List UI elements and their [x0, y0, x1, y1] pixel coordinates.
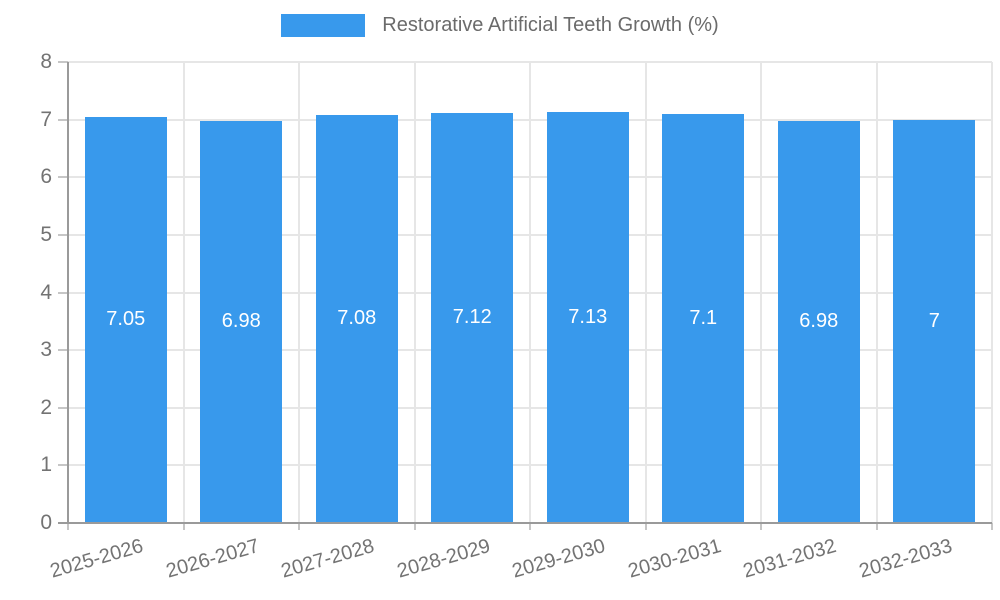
v-gridline: [182, 62, 185, 523]
y-tick-label: 1: [40, 453, 52, 477]
x-tick-mark: [529, 523, 531, 530]
h-gridline: [68, 61, 992, 63]
y-tick-label: 4: [40, 280, 52, 304]
x-tick-label: 2031-2032: [740, 535, 839, 583]
x-tick-mark: [644, 523, 647, 530]
v-gridline: [875, 62, 878, 523]
bar-value-label: 7: [928, 309, 940, 332]
x-tick-label: 2028-2029: [394, 535, 493, 583]
bar-value-label: 6.98: [221, 310, 261, 333]
y-tick-label: 3: [40, 338, 52, 362]
y-tick-mark: [58, 61, 68, 63]
x-tick-mark: [413, 523, 416, 530]
y-tick-label: 6: [40, 165, 52, 189]
x-tick-mark: [875, 523, 878, 530]
x-tick-label: 2032-2033: [856, 535, 955, 583]
bar[interactable]: 7.12: [431, 112, 514, 523]
y-tick-mark: [58, 349, 68, 352]
bar-value-label: 7.13: [568, 306, 608, 329]
y-tick-mark: [58, 406, 68, 409]
x-tick-mark: [298, 523, 300, 530]
y-tick-label: 2: [40, 395, 52, 419]
x-tick-label: 2029-2030: [509, 535, 608, 583]
y-tick-label: 0: [40, 511, 52, 534]
x-tick-mark: [182, 523, 185, 530]
bar-value-label: 7.1: [689, 306, 718, 329]
y-tick-label: 5: [40, 222, 52, 246]
bar[interactable]: 6.98: [777, 120, 860, 523]
legend-swatch: [281, 13, 366, 37]
y-axis-line: [67, 62, 69, 524]
x-tick-label: 2027-2028: [278, 535, 377, 583]
legend[interactable]: Restorative Artificial Teeth Growth (%): [0, 0, 1000, 50]
v-gridline: [991, 62, 993, 523]
v-gridline: [529, 62, 531, 523]
v-gridline: [67, 62, 69, 523]
bar-value-label: 7.08: [337, 307, 377, 330]
bar[interactable]: 7.13: [546, 112, 629, 523]
bar[interactable]: 7.08: [315, 115, 398, 523]
x-tick-label: 2030-2031: [625, 535, 724, 583]
v-gridline: [644, 62, 647, 523]
bar-value-label: 7.12: [452, 306, 492, 329]
y-tick-mark: [58, 291, 68, 294]
x-tick-mark: [991, 523, 993, 530]
y-tick-mark: [58, 464, 68, 467]
v-gridline: [298, 62, 300, 523]
bar-value-label: 7.05: [106, 308, 146, 331]
y-tick-mark: [58, 522, 68, 524]
bar[interactable]: 7: [893, 119, 976, 523]
v-gridline: [760, 62, 762, 523]
y-tick-mark: [58, 118, 68, 121]
y-tick-label: 7: [40, 107, 52, 131]
bar[interactable]: 7.05: [84, 116, 167, 523]
x-tick-mark: [760, 523, 762, 530]
x-tick-label: 2025-2026: [47, 535, 146, 583]
x-tick-mark: [67, 523, 69, 530]
bar[interactable]: 7.1: [662, 113, 745, 523]
y-tick-mark: [58, 233, 68, 236]
bar-value-label: 6.98: [799, 310, 839, 333]
bar[interactable]: 6.98: [200, 120, 283, 523]
y-tick-mark: [58, 176, 68, 179]
legend-label: Restorative Artificial Teeth Growth (%): [382, 13, 719, 36]
x-tick-label: 2026-2027: [163, 535, 262, 583]
y-tick-label: 8: [40, 50, 52, 73]
v-gridline: [413, 62, 416, 523]
